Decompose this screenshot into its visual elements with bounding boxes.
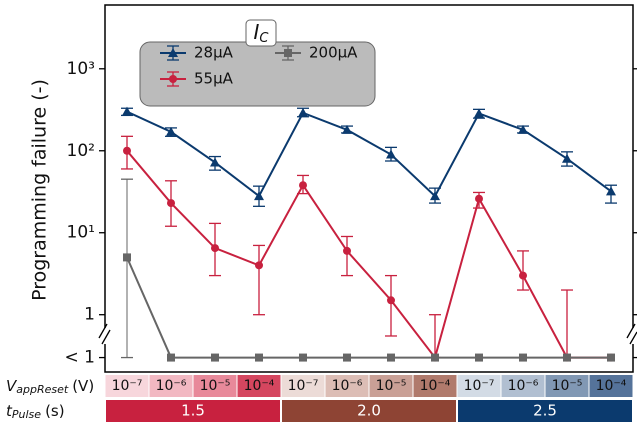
marker xyxy=(255,261,263,270)
marker xyxy=(211,244,219,253)
error-bar xyxy=(121,178,133,359)
marker xyxy=(299,181,307,190)
axis-break xyxy=(98,323,637,345)
y-tick-label: < 1 xyxy=(65,348,95,368)
row-label-subscript: appReset xyxy=(16,383,69,396)
category-cell xyxy=(589,375,633,397)
marker xyxy=(122,106,132,116)
row-label-unit: (s) xyxy=(45,402,65,420)
legend-title-subscript: C xyxy=(259,31,269,46)
category-label: 10⁻⁶ xyxy=(156,378,187,394)
error-bar xyxy=(517,250,529,291)
category-cell xyxy=(413,375,457,397)
marker xyxy=(474,108,484,118)
series-line xyxy=(126,150,611,360)
row-label-symbol: t xyxy=(6,402,13,420)
category-label: 10⁻⁴ xyxy=(596,378,627,394)
row-label: VappReset (V) xyxy=(6,377,94,397)
marker xyxy=(519,271,527,280)
legend-marker xyxy=(168,48,178,57)
error-bar xyxy=(385,274,397,337)
pulse-label: 2.0 xyxy=(357,402,381,420)
marker xyxy=(211,353,219,362)
marker xyxy=(475,353,483,362)
row-label-unit: (V) xyxy=(72,377,94,395)
marker xyxy=(430,191,440,201)
category-label: 10⁻⁵ xyxy=(376,378,407,394)
marker xyxy=(562,153,572,163)
marker xyxy=(343,246,351,255)
marker xyxy=(519,353,527,362)
pulse-label: 1.5 xyxy=(181,402,205,420)
legend-marker xyxy=(169,75,177,83)
category-label: 10⁻⁴ xyxy=(244,378,275,394)
marker xyxy=(431,353,439,362)
marker xyxy=(255,353,263,362)
category-cell xyxy=(237,375,281,397)
row-label-subscript: Pulse xyxy=(12,408,41,421)
error-bar xyxy=(253,244,265,316)
row-label-symbol: V xyxy=(6,377,18,395)
series-line xyxy=(126,110,612,198)
marker xyxy=(475,194,483,203)
series-line xyxy=(126,257,611,359)
marker xyxy=(167,199,175,208)
y-axis-label: Programming failure (-) xyxy=(29,79,51,301)
row-label: tPulse (s) xyxy=(6,402,65,422)
category-cell xyxy=(501,375,545,397)
marker xyxy=(123,253,131,262)
category-cell xyxy=(281,375,325,397)
marker xyxy=(299,353,307,362)
y-tick-label: 1 xyxy=(84,305,95,325)
pulse-cell xyxy=(458,400,632,422)
marker xyxy=(343,353,351,362)
category-cell xyxy=(457,375,501,397)
category-label: 10⁻⁶ xyxy=(508,378,539,394)
legend-label: 28µA xyxy=(194,44,234,62)
legend-label: 200µA xyxy=(309,44,358,62)
category-label: 10⁻⁷ xyxy=(112,378,143,394)
category-cell xyxy=(105,375,149,397)
pulse-cell xyxy=(106,400,280,422)
marker xyxy=(166,126,176,136)
legend-title-symbol: I xyxy=(254,20,260,44)
marker xyxy=(210,157,220,167)
marker xyxy=(386,149,396,159)
marker xyxy=(254,191,264,201)
marker xyxy=(387,296,395,305)
marker xyxy=(518,124,528,134)
category-label: 10⁻⁷ xyxy=(464,378,495,394)
error-bar xyxy=(561,289,573,359)
category-cell xyxy=(545,375,589,397)
category-label: 10⁻⁵ xyxy=(200,378,231,394)
category-label: 10⁻⁴ xyxy=(420,378,451,394)
pulse-label: 2.5 xyxy=(533,402,557,420)
category-cell xyxy=(193,375,237,397)
category-cell xyxy=(369,375,413,397)
marker xyxy=(123,146,131,155)
legend-marker xyxy=(284,49,292,57)
legend-title: IC xyxy=(254,20,270,46)
marker xyxy=(563,353,571,362)
category-label: 10⁻⁵ xyxy=(552,378,583,394)
legend-label: 55µA xyxy=(194,70,234,88)
category-cell xyxy=(325,375,369,397)
marker xyxy=(606,186,616,196)
marker xyxy=(387,353,395,362)
y-tick-label: 10¹ xyxy=(67,223,95,243)
error-bar xyxy=(341,235,353,277)
marker xyxy=(167,353,175,362)
legend-title-box xyxy=(245,19,277,47)
category-label: 10⁻⁶ xyxy=(332,378,363,394)
category-label: 10⁻⁷ xyxy=(288,378,319,394)
y-tick-label: 10² xyxy=(67,141,95,161)
marker xyxy=(607,353,615,362)
y-tick-label: 10³ xyxy=(67,59,95,79)
plot-frame xyxy=(104,4,634,373)
marker xyxy=(298,107,308,117)
marker xyxy=(342,124,352,134)
category-cell xyxy=(149,375,193,397)
pulse-cell xyxy=(282,400,456,422)
